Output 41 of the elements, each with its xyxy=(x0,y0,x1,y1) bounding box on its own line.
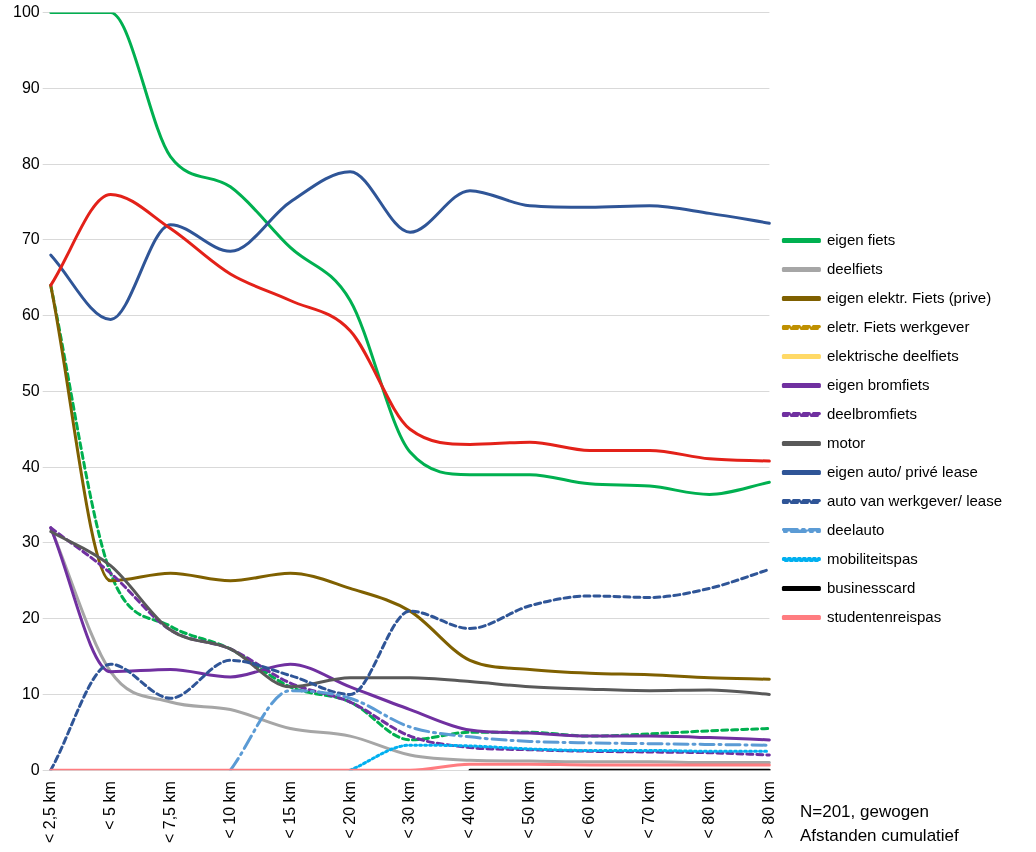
legend-label: deelbromfiets xyxy=(826,404,917,422)
y-tick-label: 40 xyxy=(21,457,40,475)
x-tick-label: < 7,5 km xyxy=(160,781,178,844)
legend-label: motor xyxy=(826,433,866,451)
line-series xyxy=(348,743,771,771)
legend-label: elektrische deelfiets xyxy=(826,346,959,364)
y-tick-label: 90 xyxy=(21,78,40,96)
x-tick-label: < 60 km xyxy=(580,781,598,839)
legend-label: eletr. Fiets werkgever xyxy=(826,317,970,335)
legend-label: studentenreispas xyxy=(826,607,942,625)
x-tick-label: < 5 km xyxy=(100,781,118,830)
legend-label: eigen elektr. Fiets (prive) xyxy=(826,288,992,306)
x-tick-label: < 20 km xyxy=(340,781,358,839)
legend-label: deelauto xyxy=(826,520,885,538)
x-tick-label: < 40 km xyxy=(460,781,478,839)
legend-label: deelfiets xyxy=(826,259,883,277)
legend-label: mobiliteitspas xyxy=(826,549,918,567)
text: N=201, gewogen xyxy=(800,801,931,823)
x-tick-label: > 80 km xyxy=(759,781,777,839)
legend-label: eigen auto/ privé lease xyxy=(826,462,978,480)
y-tick-label: 30 xyxy=(21,533,40,551)
legend-label: eigen fiets xyxy=(826,230,896,248)
x-tick-label: < 30 km xyxy=(400,781,418,839)
y-tick-label: 60 xyxy=(21,306,40,324)
text: Afstanden cumulatief xyxy=(800,825,959,847)
y-tick-label: 20 xyxy=(21,609,40,627)
x-tick-label: < 70 km xyxy=(640,781,658,839)
y-tick-label: 0 xyxy=(30,760,40,778)
y-tick-label: 100 xyxy=(12,3,40,21)
y-tick-label: 50 xyxy=(21,381,40,399)
legend-label: eigen bromfiets xyxy=(826,375,930,393)
legend-label: auto van werkgever/ lease xyxy=(826,491,1003,509)
y-tick-label: 80 xyxy=(21,154,40,172)
x-tick-label: < 15 km xyxy=(280,781,298,839)
y-tick-label: 10 xyxy=(21,684,40,702)
x-tick-label: < 50 km xyxy=(520,781,538,839)
y-tick-label: 70 xyxy=(21,230,40,248)
x-tick-label: < 80 km xyxy=(699,781,717,839)
x-tick-label: < 2,5 km xyxy=(41,781,59,844)
x-tick-label: < 10 km xyxy=(220,781,238,839)
legend-label: businesscard xyxy=(826,578,916,596)
